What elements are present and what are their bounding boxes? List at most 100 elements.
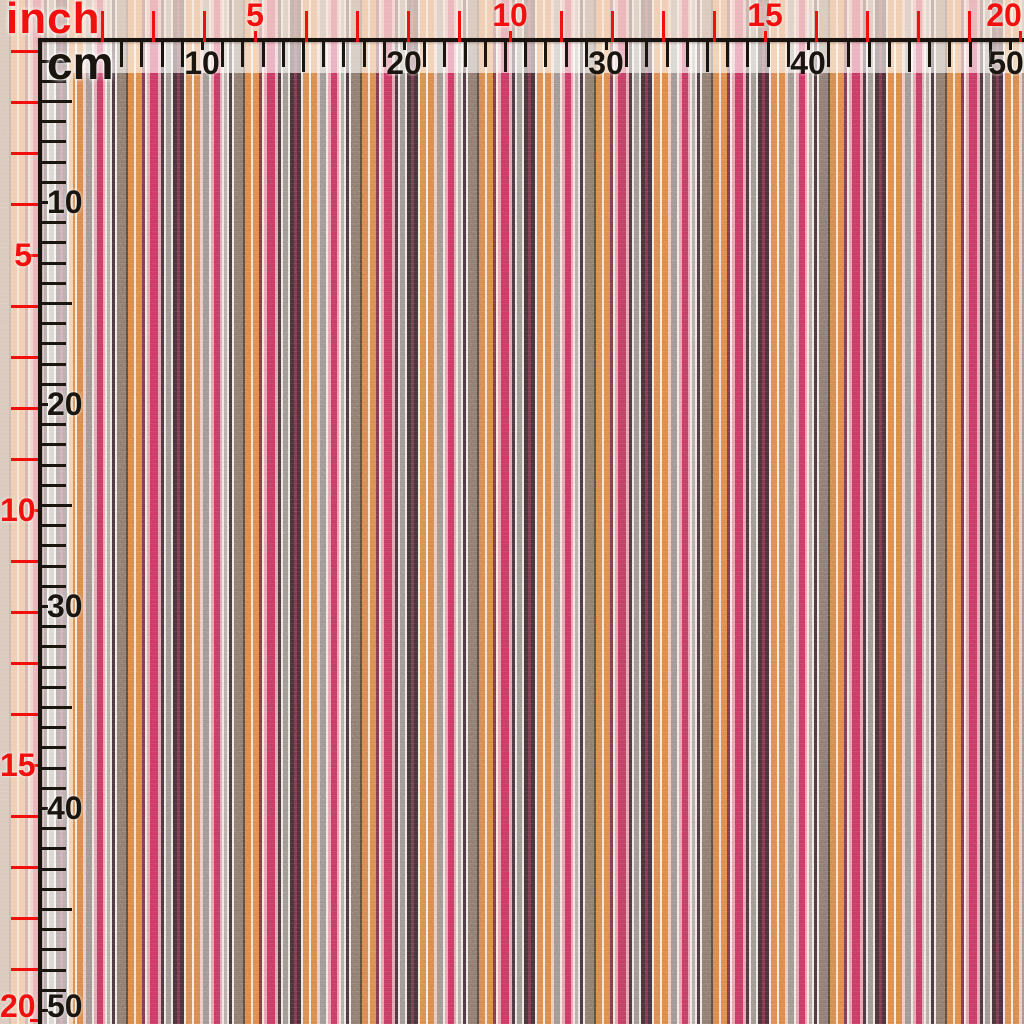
cm-tick (706, 42, 709, 72)
cm-tick (42, 464, 66, 467)
cm-tick (42, 241, 66, 244)
inch-number: 15 (747, 0, 783, 33)
inch-tick (11, 560, 38, 563)
cm-tick (42, 302, 72, 305)
cm-tick (42, 686, 66, 689)
cm-tick (42, 868, 66, 871)
cm-tick (181, 42, 184, 67)
inch-tick (30, 254, 38, 257)
cm-tick (42, 484, 66, 487)
cm-tick (282, 42, 285, 67)
cm-tick (42, 262, 66, 265)
cm-tick (42, 827, 66, 830)
cm-tick (42, 80, 66, 83)
cm-tick (666, 42, 669, 67)
cm-tick (42, 969, 66, 972)
inch-tick (560, 11, 563, 42)
cm-tick (42, 807, 48, 810)
cm-tick (42, 363, 66, 366)
inch-tick (713, 11, 716, 42)
cm-tick (403, 42, 406, 50)
cm-tick (383, 42, 386, 67)
cm-tick (42, 322, 66, 325)
cm-tick (42, 645, 66, 648)
cm-tick (42, 504, 72, 507)
cm-tick (262, 42, 265, 67)
inch-tick (30, 509, 38, 512)
inch-tick (11, 815, 38, 818)
cm-tick (342, 42, 345, 67)
inch-number: 10 (492, 0, 528, 33)
inch-tick (11, 968, 38, 971)
cm-number: 10 (47, 184, 83, 220)
cm-tick (201, 42, 204, 50)
inch-tick (968, 11, 971, 42)
cm-number: 20 (386, 45, 422, 81)
left-cm-band (42, 42, 73, 1024)
cm-tick (42, 787, 66, 790)
cm-number: 30 (588, 45, 624, 81)
cm-tick (807, 42, 810, 50)
cm-tick (120, 42, 123, 67)
inch-number: 20 (986, 0, 1022, 33)
inch-tick (11, 152, 38, 155)
cm-number: 30 (47, 588, 83, 624)
cm-tick (42, 888, 66, 891)
inch-tick (11, 356, 38, 359)
inch-tick (11, 458, 38, 461)
cm-tick (241, 42, 244, 67)
cm-number: 20 (47, 386, 83, 422)
cm-tick (42, 666, 66, 669)
top-ruler-wash (0, 0, 1024, 38)
cm-tick (363, 42, 366, 67)
cm-tick (42, 544, 66, 547)
cm-tick (443, 42, 446, 67)
cm-tick (42, 423, 66, 426)
cm-number: 50 (988, 45, 1024, 81)
top-ruler-baseline (38, 38, 1024, 42)
cm-tick (504, 42, 507, 72)
cm-tick (42, 60, 66, 63)
cm-tick (42, 282, 66, 285)
cm-tick (464, 42, 467, 67)
inch-unit-label: inch (6, 0, 101, 43)
inch-tick (11, 407, 38, 410)
inch-number: 10 (0, 492, 36, 528)
cm-tick (847, 42, 850, 67)
cm-tick (42, 1009, 48, 1012)
cm-tick (42, 100, 72, 103)
cm-tick (42, 585, 66, 588)
cm-tick (787, 42, 790, 67)
cm-tick (767, 42, 770, 67)
inch-tick (11, 305, 38, 308)
cm-tick (42, 989, 66, 992)
inch-tick (254, 31, 257, 42)
left-ruler-wash (0, 38, 38, 1024)
cm-tick (888, 42, 891, 67)
cm-tick (42, 746, 66, 749)
cm-tick (565, 42, 568, 67)
inch-tick (305, 11, 308, 42)
inch-tick (458, 11, 461, 42)
inch-tick (407, 11, 410, 42)
cm-tick (544, 42, 547, 67)
cm-tick (42, 201, 48, 204)
inch-tick (11, 662, 38, 665)
cm-tick (42, 120, 66, 123)
cm-number: 50 (47, 988, 83, 1024)
inch-tick (11, 917, 38, 920)
cm-tick (42, 161, 66, 164)
cm-tick (605, 42, 608, 50)
inch-tick (917, 11, 920, 42)
inch-number: 15 (0, 747, 36, 783)
inch-tick (509, 31, 512, 42)
inch-number: 5 (246, 0, 264, 33)
cm-tick (989, 42, 992, 67)
cm-tick (42, 443, 66, 446)
inch-tick (11, 611, 38, 614)
inch-tick (30, 764, 38, 767)
inch-tick (11, 203, 38, 206)
